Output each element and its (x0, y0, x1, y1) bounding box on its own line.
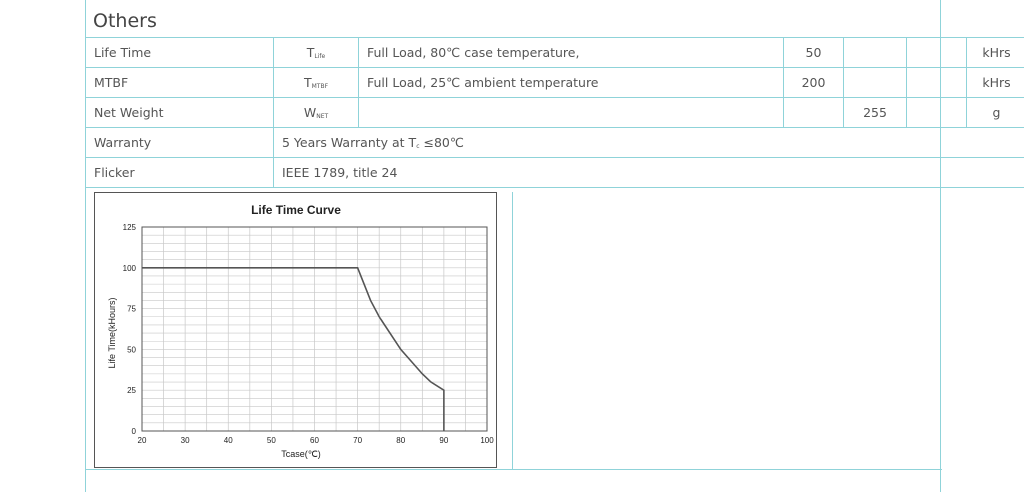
unit-cell: kHrs (966, 37, 1024, 68)
x-tick-label: 20 (138, 436, 147, 445)
symbol-sub: Life (314, 53, 326, 60)
life-time-chart: Life Time Curve 20 30 40 50 60 70 80 90 100 0 25 50… (94, 192, 497, 468)
symbol-main: W (303, 105, 317, 120)
param-name: Warranty (85, 127, 274, 158)
others-spec-table: Life Time TLife Full Load, 80℃ case temp… (85, 37, 1024, 188)
symbol-cell: TMTBF (273, 67, 359, 98)
spec-frame (85, 0, 941, 492)
y-tick-label: 100 (123, 264, 137, 273)
x-tick-label: 30 (181, 436, 190, 445)
warranty-text: 5 Years Warranty at T (282, 135, 417, 150)
section-title: Others (93, 10, 157, 32)
condition-cell (358, 97, 784, 128)
min-cell: 50 (783, 37, 844, 68)
chart-grid (141, 226, 488, 432)
condition-cell: Full Load, 25℃ ambient temperature (358, 67, 784, 98)
chart-tick-labels: 20 30 40 50 60 70 80 90 100 0 25 50 75 100 125 (123, 223, 495, 445)
warranty-text-post: ≤80℃ (419, 135, 464, 150)
min-cell: 200 (783, 67, 844, 98)
x-tick-label: 90 (439, 436, 448, 445)
life-time-series-line (142, 267, 445, 431)
chart-cell-divider (512, 192, 513, 470)
x-tick-label: 50 (267, 436, 276, 445)
x-tick-label: 100 (480, 436, 494, 445)
chart-row-border (85, 469, 942, 470)
max-cell (906, 67, 967, 98)
warranty-value: 5 Years Warranty at Tc ≤80℃ (273, 127, 1024, 158)
symbol-sub: MTBF (311, 83, 329, 90)
x-tick-label: 60 (310, 436, 319, 445)
table-row: Life Time TLife Full Load, 80℃ case temp… (85, 37, 1024, 68)
max-cell (906, 37, 967, 68)
unit-cell: g (966, 97, 1024, 128)
table-row: Warranty 5 Years Warranty at Tc ≤80℃ (85, 127, 1024, 158)
max-cell (906, 97, 967, 128)
y-tick-label: 25 (127, 386, 136, 395)
param-name: Net Weight (85, 97, 274, 128)
warranty-sub: c (416, 143, 420, 150)
table-row: Net Weight WNET 255 g (85, 97, 1024, 128)
x-axis-label: Tcase(℃) (281, 449, 321, 459)
symbol-cell: WNET (273, 97, 359, 128)
y-tick-label: 50 (127, 345, 136, 354)
unit-cell: kHrs (966, 67, 1024, 98)
min-cell (783, 97, 844, 128)
symbol-sub: NET (316, 113, 329, 120)
typ-cell: 255 (843, 97, 907, 128)
symbol-main: T (303, 75, 312, 90)
table-row: Flicker IEEE 1789, title 24 (85, 157, 1024, 188)
plot-area-border (141, 226, 488, 432)
param-name: Life Time (85, 37, 274, 68)
flicker-value: IEEE 1789, title 24 (273, 157, 1024, 188)
x-tick-label: 40 (224, 436, 233, 445)
typ-cell (843, 67, 907, 98)
life-time-chart-svg: Life Time Curve 20 30 40 50 60 70 80 90 100 0 25 50… (107, 203, 495, 459)
param-name: MTBF (85, 67, 274, 98)
symbol-main: T (306, 45, 315, 60)
chart-title: Life Time Curve (251, 203, 341, 217)
y-axis-label: Life Time(kHours) (107, 297, 117, 368)
x-tick-label: 70 (353, 436, 362, 445)
typ-cell (843, 37, 907, 68)
y-tick-label: 75 (127, 305, 136, 314)
condition-cell: Full Load, 80℃ case temperature, (358, 37, 784, 68)
y-tick-label: 125 (123, 223, 137, 232)
symbol-cell: TLife (273, 37, 359, 68)
table-row: MTBF TMTBF Full Load, 25℃ ambient temper… (85, 67, 1024, 98)
x-tick-label: 80 (396, 436, 405, 445)
param-name: Flicker (85, 157, 274, 188)
y-tick-label: 0 (132, 427, 137, 436)
